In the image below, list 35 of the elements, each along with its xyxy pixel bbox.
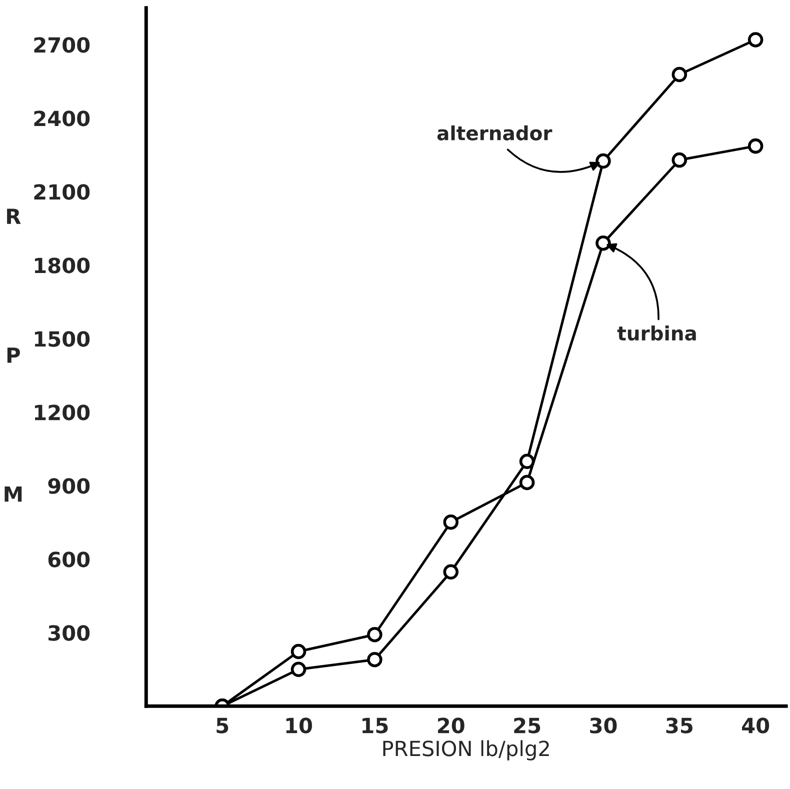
y-tick-label: 2700 bbox=[34, 37, 90, 53]
y-tick-label: 2100 bbox=[34, 184, 90, 200]
point bbox=[367, 652, 382, 668]
point bbox=[443, 514, 459, 530]
y-tick-label: 1500 bbox=[34, 331, 90, 347]
point bbox=[596, 153, 611, 169]
y-tick-label: 300 bbox=[48, 625, 90, 641]
point bbox=[748, 32, 764, 48]
y-tick-label: 2400 bbox=[34, 110, 90, 126]
point bbox=[290, 644, 306, 660]
point bbox=[672, 66, 688, 82]
y-tick-label: 600 bbox=[48, 552, 90, 568]
x-tick-label: 40 bbox=[742, 718, 770, 734]
y-tick-label: 1200 bbox=[34, 404, 90, 420]
point bbox=[519, 474, 535, 490]
x-axis-title: PRESION lb/plg2 bbox=[383, 740, 549, 760]
x-tick-label: 20 bbox=[438, 718, 464, 734]
point bbox=[748, 138, 764, 154]
x-tick-label: 35 bbox=[666, 718, 692, 734]
annotation: alternador bbox=[437, 125, 552, 140]
x-tick-label: 15 bbox=[362, 718, 388, 734]
x-tick-label: 5 bbox=[216, 718, 228, 734]
x-tick-label: 10 bbox=[286, 718, 312, 734]
text: RPM bbox=[4, 208, 22, 502]
point bbox=[672, 152, 688, 168]
annotation: turbina bbox=[617, 326, 696, 341]
x-tick-label: 30 bbox=[590, 718, 617, 734]
point bbox=[290, 662, 306, 678]
point bbox=[367, 626, 382, 642]
x-tick-label: 25 bbox=[514, 718, 540, 734]
y-tick-label: 1800 bbox=[34, 258, 90, 274]
point bbox=[519, 454, 535, 470]
point bbox=[443, 564, 459, 580]
y-tick-label: 900 bbox=[48, 478, 90, 494]
point bbox=[596, 235, 611, 251]
